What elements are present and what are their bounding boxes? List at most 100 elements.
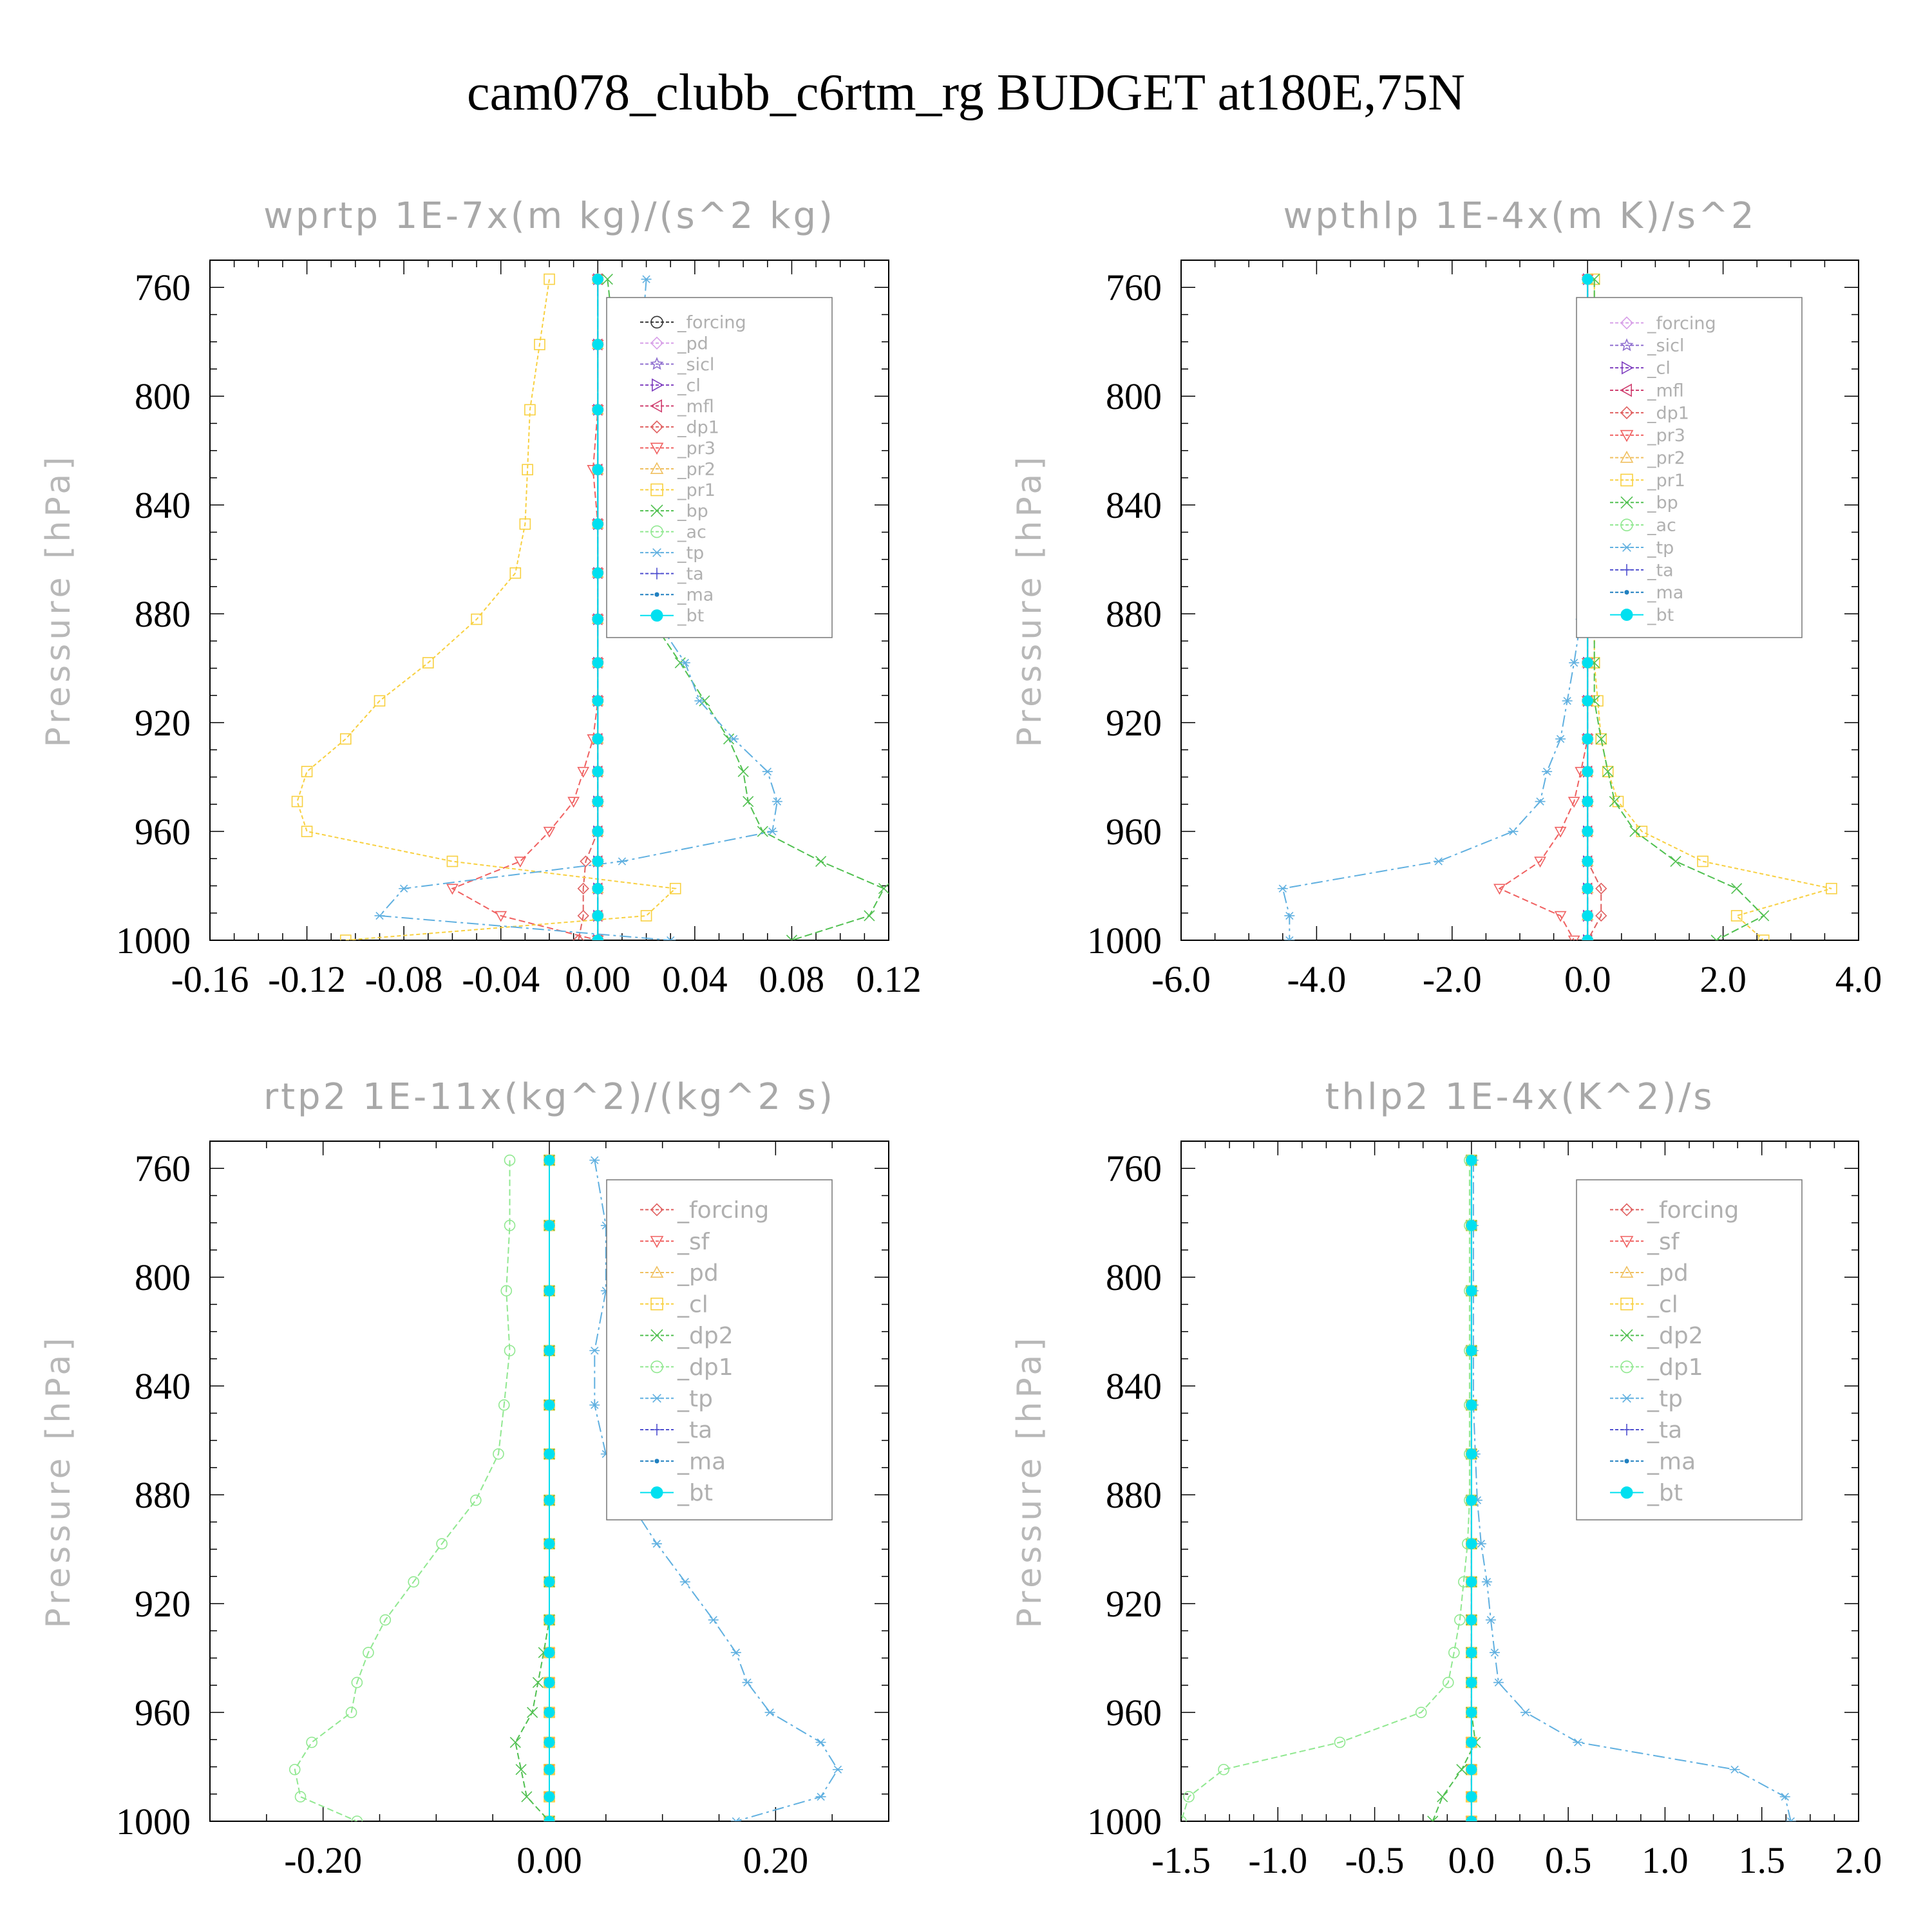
data-point_dp1 [504,1345,516,1357]
data-point_bt [1466,1576,1477,1587]
legend-label: _ac [1647,516,1676,536]
legend-marker [1620,406,1634,419]
data-point_tp [832,1765,843,1774]
legend: _forcing _sf _pd _cl _dp2 _dp1 _tp _ta _ma _bt [1576,1179,1803,1520]
panel-title: rtp2 1E-11x(kg^2)/(kg^2 s) [263,1076,835,1118]
data-point_bt [544,1538,555,1549]
data-point_bt [1582,826,1593,837]
data-point_dp2 [532,1677,544,1689]
data-point_bt [1582,910,1593,922]
series-line_dp1 [578,279,599,940]
legend-label: _ta [677,564,704,584]
series_dp2 [1427,1155,1481,1821]
data-point_tp [815,1738,826,1747]
data-point_pr3 [446,884,459,895]
data-point_dp1 [294,1791,307,1803]
data-point_dp1 [1454,1614,1466,1626]
data-point_tp [1284,911,1295,920]
data-point_tp [1284,936,1295,940]
legend-label: _bt [1647,1480,1683,1506]
data-point_pr1 [509,567,522,579]
data-point_tp [1573,1738,1584,1747]
x-tick-label: -0.16 [171,958,249,1000]
data-point_bp [1595,733,1607,744]
data-point_tp [1785,1817,1796,1821]
legend-marker [650,336,664,350]
data-point_tp [708,1616,719,1624]
legend-marker [654,1459,659,1464]
legend-label: _cl [677,375,701,395]
data-point_bt [544,1285,555,1296]
data-point_pr3 [1554,826,1567,838]
data-point_bt [592,404,603,415]
legend-label: _forcing [1647,1197,1739,1224]
legend-label: _tp [1647,538,1674,558]
y-tick-label: 880 [1106,1474,1162,1516]
y-tick-label: 840 [1106,484,1162,526]
legend-marker [1620,1486,1633,1499]
data-point_bt [1582,934,1593,940]
data-point_pr1 [446,855,459,867]
data-point_dp1 [1218,1763,1229,1776]
data-point_bt [1582,274,1593,285]
data-point_tp [1493,1678,1504,1687]
series-line_dp1 [1181,1160,1470,1821]
data-point_dp1 [493,1448,504,1460]
data-point_bp [757,826,768,837]
data-point_dp1 [500,1285,513,1297]
y-tick-label: 840 [135,1365,191,1407]
data-point_dp1 [580,855,592,867]
data-point_pr1 [534,339,545,350]
data-point_tp [1562,697,1573,705]
data-point_bt [544,1495,555,1506]
data-point_bt [1466,1791,1477,1803]
series_pr3 [446,274,604,940]
data-point_tp [742,1678,753,1687]
legend-marker [650,609,663,622]
x-tick-label: 0.04 [662,958,728,1000]
data-point_bt [592,826,603,837]
data-point_bt [592,856,603,867]
data-point_tp [589,1401,600,1409]
x-tick-label: -1.5 [1151,1839,1211,1881]
data-point_bt [592,567,603,579]
data-point_bp [864,910,875,922]
legend-label: _dp1 [677,1354,734,1381]
tick-marks [1180,260,1859,941]
y-axis-label: Pressure [hPa] [39,1334,78,1629]
data-point_pr1 [640,910,652,922]
data-point_dp1 [408,1576,420,1588]
y-tick-label: 1000 [1087,920,1162,961]
data-point_bt [1466,1285,1477,1296]
series_dp1 [573,273,604,940]
legend-label: _dp1 [1647,403,1689,423]
panel-title: thlp2 1E-4x(K^2)/s [1325,1076,1715,1118]
data-point_bt [544,1448,555,1460]
x-tick-label: -0.20 [284,1839,362,1881]
series-line_dp2 [515,1160,550,1821]
data-point_bt [1582,733,1593,744]
data-point_bp [1602,766,1614,777]
x-tick-label: -0.04 [462,958,540,1000]
data-point_bt [544,1576,555,1587]
data-point_tp [399,884,410,893]
legend-marker [1620,1236,1634,1248]
y-tick-label: 1000 [116,920,191,961]
legend-marker [650,1203,664,1217]
y-tick-label: 760 [135,267,191,308]
legend-marker [1621,1424,1633,1435]
data-point_pr1 [519,518,531,530]
y-tick-label: 920 [1106,702,1162,744]
data-point_tp [1555,735,1566,743]
legend-marker [650,504,663,517]
legend-marker [1620,383,1632,397]
data-point_bt [544,1399,555,1411]
data-point_tp [1729,1765,1740,1774]
legend-label: _sicl [1647,336,1684,356]
legend-marker [1620,1265,1634,1278]
data-point_tp [589,1347,600,1355]
legend-label: _pr1 [1647,471,1685,491]
data-point_bt [544,1764,555,1776]
data-point_tp [665,936,676,940]
legend-label: _ma [677,585,714,605]
